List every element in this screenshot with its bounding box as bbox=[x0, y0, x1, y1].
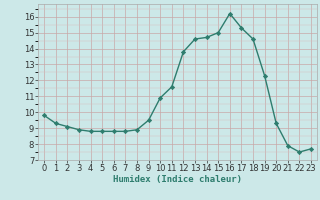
X-axis label: Humidex (Indice chaleur): Humidex (Indice chaleur) bbox=[113, 175, 242, 184]
